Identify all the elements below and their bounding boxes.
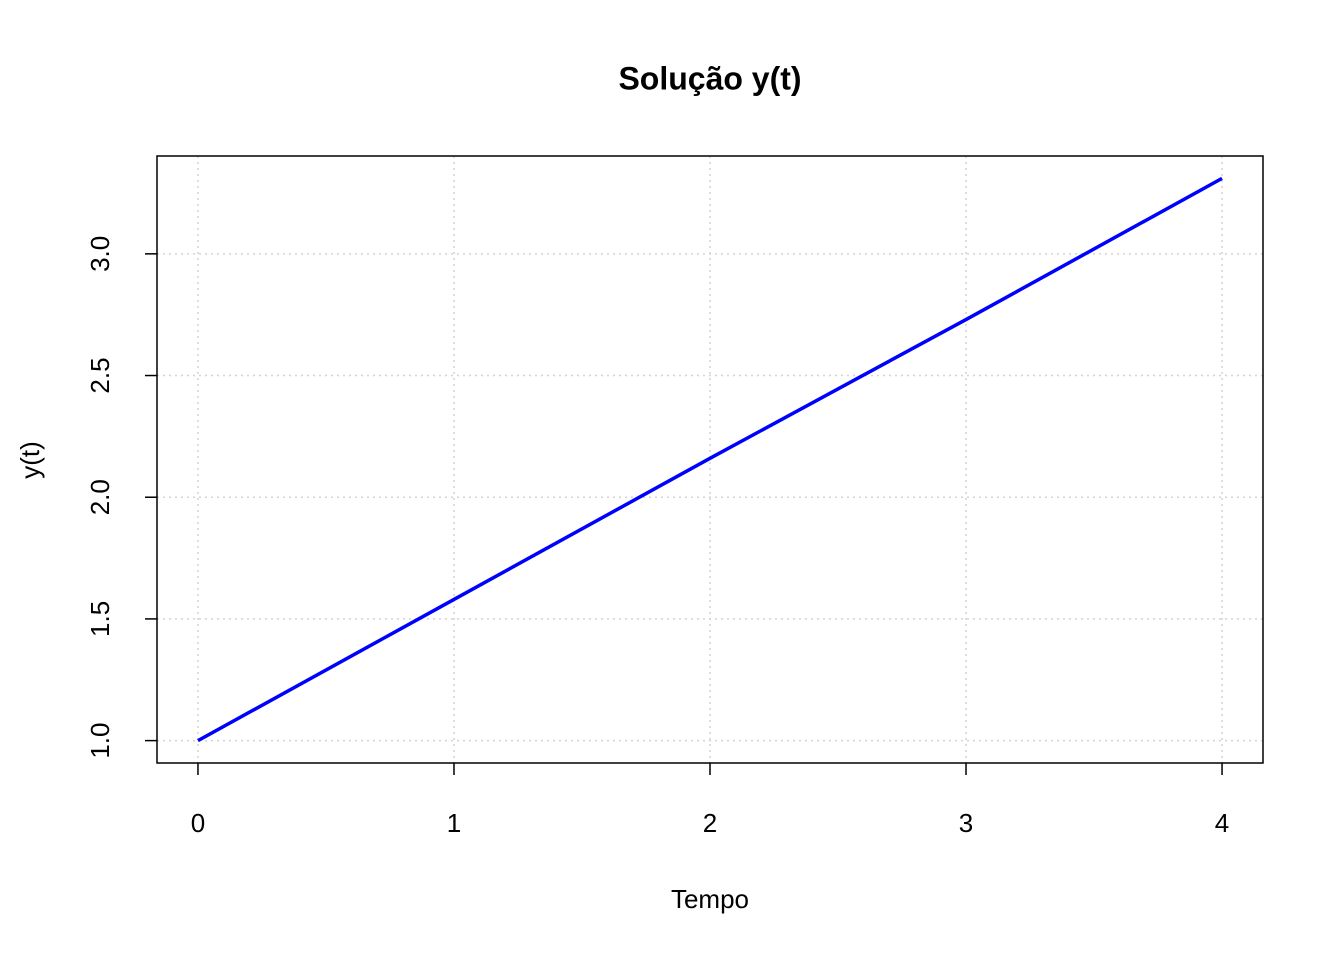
x-tick-label: 4	[1215, 808, 1229, 838]
plot-frame	[156, 155, 1264, 764]
x-tick-label: 2	[703, 808, 717, 838]
y-tick-label: 3.0	[85, 236, 115, 272]
y-tick-label: 1.5	[85, 601, 115, 637]
chart-title: Solução y(t)	[618, 60, 801, 96]
x-tick-label: 0	[191, 808, 205, 838]
x-tick-label: 3	[959, 808, 973, 838]
y-tick-label: 2.0	[85, 479, 115, 515]
y-axis-label: y(t)	[15, 441, 45, 479]
x-axis-label: Tempo	[671, 884, 749, 914]
y-tick-label: 2.5	[85, 357, 115, 393]
line-series	[197, 176, 1223, 743]
y-tick-label: 1.0	[85, 723, 115, 759]
x-tick-label: 1	[447, 808, 461, 838]
